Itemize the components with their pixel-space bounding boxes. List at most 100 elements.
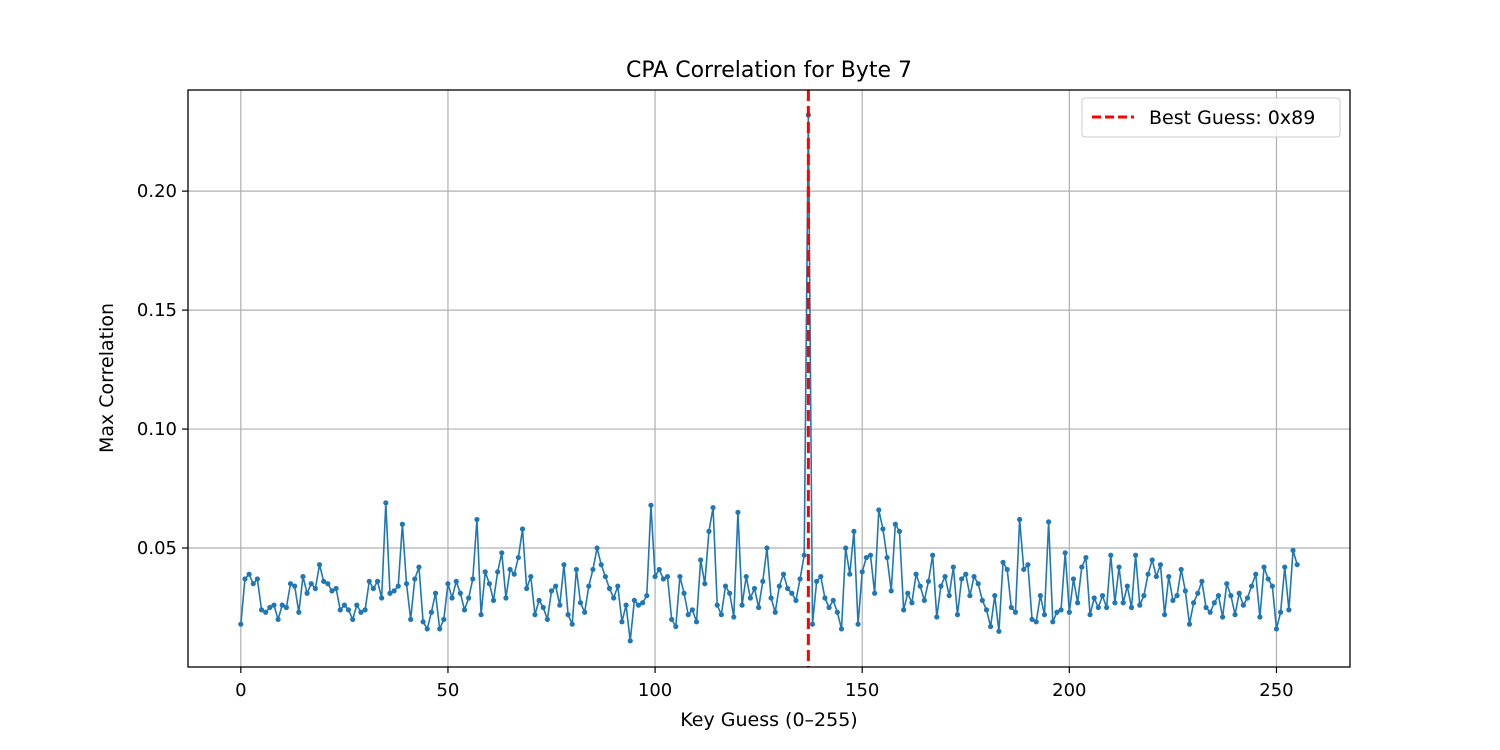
data-point [909,600,915,606]
data-point [1182,588,1188,594]
data-point [901,607,907,613]
data-point [283,604,289,611]
data-point [312,585,318,592]
x-tick-label: 0 [235,680,246,701]
data-point [822,595,828,601]
data-point [1128,604,1135,611]
data-point [304,590,310,596]
data-point [461,607,468,613]
data-point [714,602,720,608]
data-point [1133,552,1139,558]
data-point [1236,590,1242,596]
data-point [1108,552,1114,558]
data-point [751,585,758,592]
data-point [1215,593,1222,599]
data-point [1004,566,1010,573]
data-point [760,578,766,584]
data-point [1075,600,1081,606]
data-point [540,604,546,611]
data-point [565,612,571,618]
data-point [466,595,472,601]
data-point [1054,609,1060,615]
data-point [1050,619,1056,625]
data-point [515,554,521,561]
data-point [598,562,604,568]
data-point [710,504,716,511]
data-point [1290,547,1296,554]
data-point [785,585,791,592]
data-point [1000,559,1006,565]
data-point [594,545,600,551]
data-point [1033,619,1039,625]
data-point [279,602,285,608]
data-point [681,590,687,596]
data-point [532,612,538,618]
data-point [428,609,434,615]
data-point [706,528,712,534]
data-point [768,595,774,601]
data-point [1157,562,1164,568]
data-point [1025,562,1031,568]
data-point [1008,604,1014,611]
data-point [590,566,596,573]
data-point [1220,614,1226,620]
data-point [548,588,555,594]
data-point [735,509,741,515]
x-tick-label: 100 [638,680,672,701]
data-point [499,550,505,556]
data-point [1203,604,1209,611]
data-point [1240,602,1246,608]
data-point [896,528,903,534]
data-point [946,593,952,599]
data-point [325,581,331,587]
data-point [486,581,492,587]
data-point [1269,583,1275,589]
data-point [478,612,484,618]
data-point [913,571,919,577]
data-point [316,562,323,568]
data-point [254,576,260,582]
data-point [238,621,244,627]
data-point [424,626,430,632]
x-tick-label: 150 [845,680,879,701]
data-point [859,569,865,575]
data-point [718,612,724,618]
data-point [606,585,613,592]
data-point [445,581,451,587]
data-point [420,619,426,625]
data-point [1162,612,1168,618]
data-point [992,593,998,599]
data-point [1273,626,1280,632]
data-point [602,573,608,580]
data-point [983,607,990,613]
data-point [888,588,894,594]
data-point [640,600,646,606]
data-point [1294,562,1300,568]
data-point [950,564,956,570]
data-point [412,576,418,582]
data-point [470,576,476,582]
data-point [258,607,265,613]
data-point [296,609,302,615]
data-point [917,583,923,589]
data-point [403,581,410,587]
data-point [648,502,654,508]
data-point [967,593,973,599]
chart-title: CPA Correlation for Byte 7 [626,58,912,83]
data-point [892,521,898,527]
y-tick-label: 0.20 [137,181,177,202]
data-point [383,500,389,506]
data-point [797,576,803,582]
data-point [275,616,281,623]
data-point [905,590,911,596]
data-point [1021,566,1027,573]
data-point [524,585,530,592]
data-point [884,554,890,561]
data-point [271,602,277,608]
data-point [1017,516,1023,523]
data-point [826,604,832,611]
data-point [1191,600,1197,606]
data-point [503,595,509,601]
data-point [780,571,787,577]
data-point [1058,607,1064,613]
